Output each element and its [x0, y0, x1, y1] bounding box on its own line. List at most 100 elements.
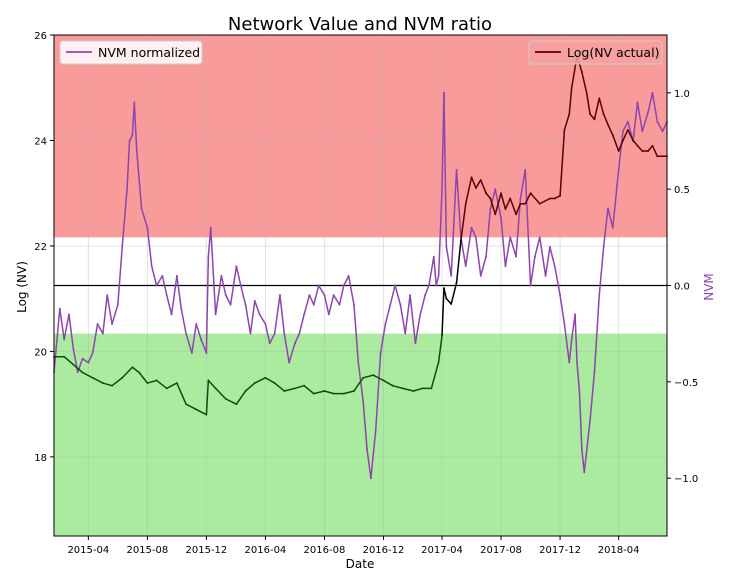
series-0-segment	[500, 217, 507, 267]
series-0-segment	[294, 332, 301, 345]
series-0-point	[435, 284, 438, 287]
series-1-point	[570, 86, 573, 89]
series-1-segment	[102, 382, 113, 387]
series-0-point	[81, 357, 84, 360]
series-1-segment	[437, 334, 443, 363]
series-0-segment	[404, 294, 411, 335]
series-0-segment	[53, 307, 61, 373]
series-0-segment	[63, 313, 70, 341]
series-0-point	[190, 352, 193, 354]
series-0-point	[249, 332, 252, 335]
series-1-point	[146, 382, 149, 384]
series-0-segment	[443, 92, 448, 248]
series-0-segment	[366, 448, 372, 479]
series-1-segment	[559, 129, 566, 197]
series-1-point	[138, 371, 141, 374]
series-1-segment	[382, 379, 394, 387]
series-1-segment	[593, 97, 601, 121]
series-0-point	[399, 303, 402, 306]
series-0-point	[470, 226, 473, 229]
series-0-point	[636, 101, 639, 104]
series-0-point	[264, 323, 267, 325]
series-1-segment	[539, 197, 551, 205]
series-0-point	[394, 284, 396, 287]
series-0-segment	[374, 352, 382, 431]
series-1-segment	[235, 390, 247, 405]
series-1-segment	[353, 377, 364, 392]
series-0-segment	[283, 332, 290, 364]
series-1-point	[509, 197, 512, 200]
series-0-point	[68, 313, 70, 316]
series-1-segment	[627, 129, 634, 142]
series-0-segment	[578, 390, 583, 451]
nvm-bands	[54, 35, 667, 536]
series-1-point	[549, 197, 551, 200]
left-tick-label: 26	[34, 31, 47, 42]
series-1-segment	[81, 371, 94, 379]
series-0-segment	[229, 265, 238, 306]
series-0-point	[379, 352, 382, 354]
series-0-segment	[279, 294, 286, 335]
series-0-segment	[161, 275, 168, 296]
series-0-segment	[249, 300, 256, 335]
series-1-segment	[185, 403, 197, 411]
series-0-point	[224, 294, 227, 297]
series-1-segment	[207, 379, 217, 390]
series-0-segment	[135, 149, 143, 210]
series-1-point	[443, 287, 445, 290]
series-1-point	[563, 129, 566, 131]
series-1-point	[500, 192, 502, 195]
series-0-segment	[622, 120, 629, 133]
series-0-segment	[244, 304, 252, 335]
series-0-point	[111, 323, 113, 325]
series-0-segment	[155, 275, 164, 287]
series-1-segment	[455, 239, 462, 284]
series-1-point	[195, 408, 198, 411]
series-0-segment	[81, 357, 90, 364]
series-0-segment	[435, 275, 440, 287]
series-0-point	[235, 265, 238, 268]
series-0-point	[342, 284, 345, 287]
series-0-segment	[519, 169, 526, 200]
series-1-segment	[430, 361, 440, 390]
left-tick-label: 24	[34, 136, 47, 147]
series-0-segment	[450, 169, 458, 277]
series-0-segment	[338, 284, 345, 306]
series-1-point	[244, 390, 247, 392]
series-0-point	[419, 313, 422, 316]
series-0-point	[445, 246, 448, 248]
series-1-point	[155, 379, 158, 382]
series-1-segment	[391, 384, 404, 390]
series-0-segment	[343, 275, 350, 287]
series-1-segment	[273, 382, 286, 392]
series-1-segment	[323, 390, 335, 395]
series-1-segment	[612, 134, 620, 152]
series-1-point	[283, 390, 286, 392]
series-1-point	[214, 387, 217, 390]
series-0-point	[570, 338, 573, 341]
series-0-point	[432, 255, 435, 258]
series-0-segment	[379, 323, 387, 354]
series-1-point	[632, 139, 635, 142]
series-1-segment	[494, 192, 502, 216]
series-0-point	[185, 332, 187, 335]
series-0-segment	[176, 275, 182, 310]
series-0-point	[580, 448, 583, 451]
series-1-point	[430, 387, 433, 390]
series-1-point	[91, 376, 94, 379]
series-0-point	[443, 91, 445, 94]
series-1-segment	[225, 398, 238, 405]
legend-right: Log(NV actual)	[528, 40, 663, 65]
left-tick-label: 20	[34, 347, 47, 358]
series-0-segment	[264, 323, 271, 345]
series-1-segment	[479, 179, 487, 194]
series-0-point	[500, 217, 502, 219]
series-1-segment	[283, 387, 296, 392]
series-0-point	[578, 390, 581, 393]
series-0-segment	[389, 284, 396, 306]
series-0-segment	[128, 134, 134, 142]
series-0-segment	[437, 188, 443, 277]
series-1-segment	[294, 384, 305, 390]
series-0-point	[362, 400, 365, 403]
